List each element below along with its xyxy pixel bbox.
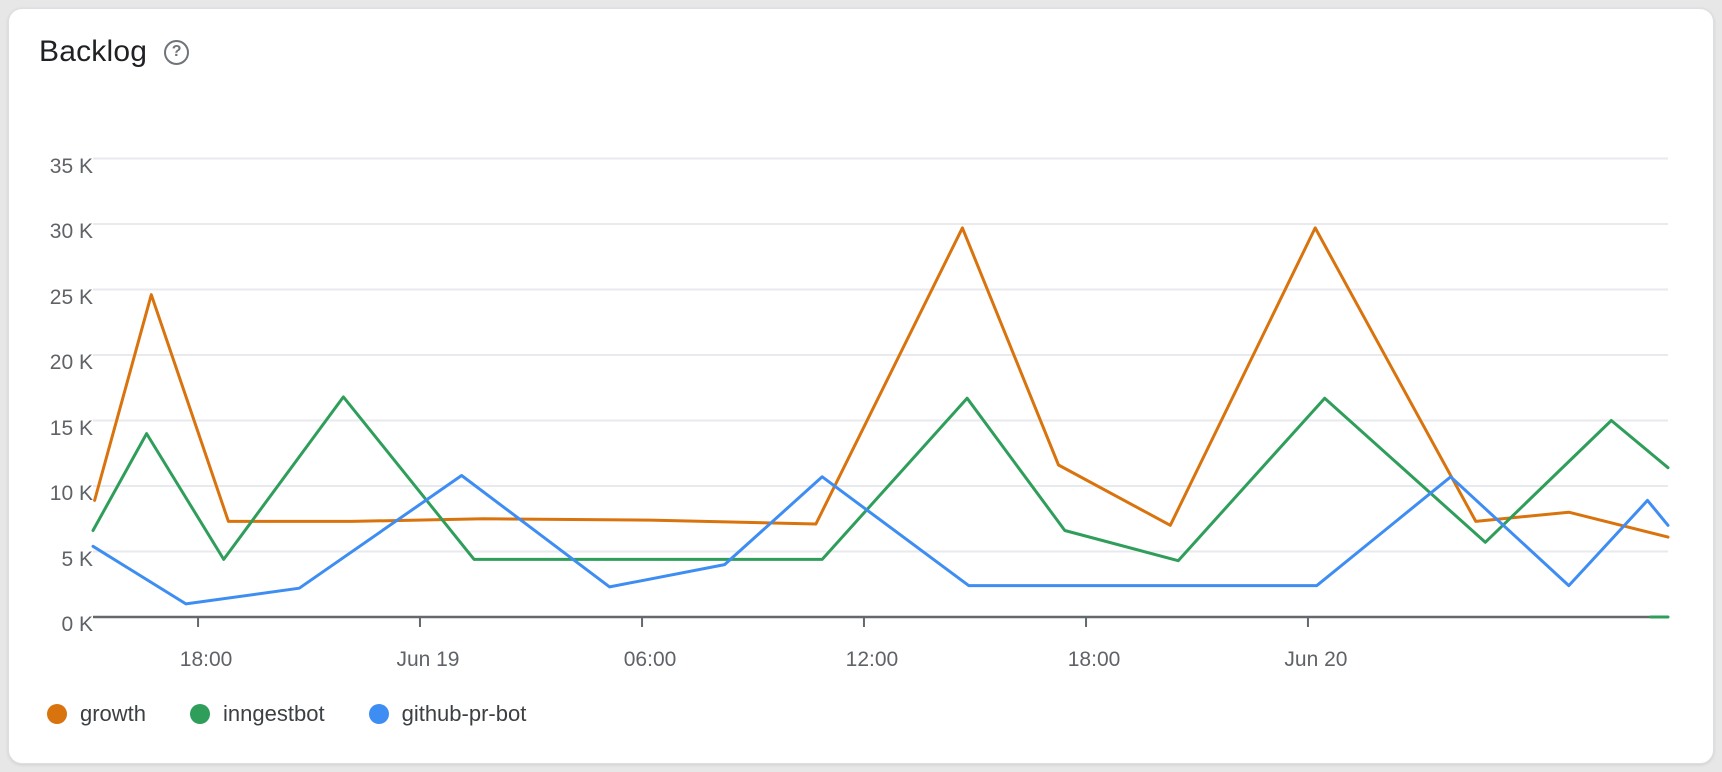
legend-item-growth[interactable]: growth [47,701,146,727]
page-title: Backlog [39,35,148,68]
y-axis-label: 10 K [49,482,93,505]
series-line-inngestbot [91,395,1670,563]
legend-label: inngestbot [223,701,325,726]
x-axis-label: 18:00 [179,648,233,671]
y-axis-label: 15 K [49,416,93,440]
help-icon[interactable]: ? [164,39,190,65]
legend-item-inngestbot[interactable]: inngestbot [190,701,325,727]
x-axis-label: 12:00 [845,648,899,671]
x-axis-label: Jun 19 [396,648,460,671]
x-axis-label: Jun 20 [1284,648,1348,671]
series-line-growth [93,226,1670,539]
x-axis-label: 18:00 [1067,648,1121,671]
y-axis-label: 20 K [49,351,93,374]
y-axis-label: 5 K [61,547,93,571]
legend-label: github-pr-bot [401,701,527,726]
legend-item-github-pr-bot[interactable]: github-pr-bot [368,701,527,727]
chart-legend: growth inngestbot github-pr-bot [47,700,526,728]
backlog-chart [91,157,1670,627]
legend-label: growth [80,701,147,726]
backlog-card: Backlog ? 0 K 5 K 10 K 15 K 20 K 25 K 30 K 35 K… [8,8,1714,764]
x-axis-label: 06:00 [623,648,677,671]
y-axis-label: 25 K [49,285,93,309]
y-axis-label: 30 K [49,220,93,243]
legend-dot-icon [190,704,211,724]
y-axis-label: 0 K [61,613,93,636]
y-axis-label: 35 K [49,154,93,178]
card-header: Backlog ? [39,35,190,69]
legend-dot-icon [368,704,389,724]
legend-dot-icon [47,704,67,724]
series-line-github-pr-bot [91,474,1670,606]
